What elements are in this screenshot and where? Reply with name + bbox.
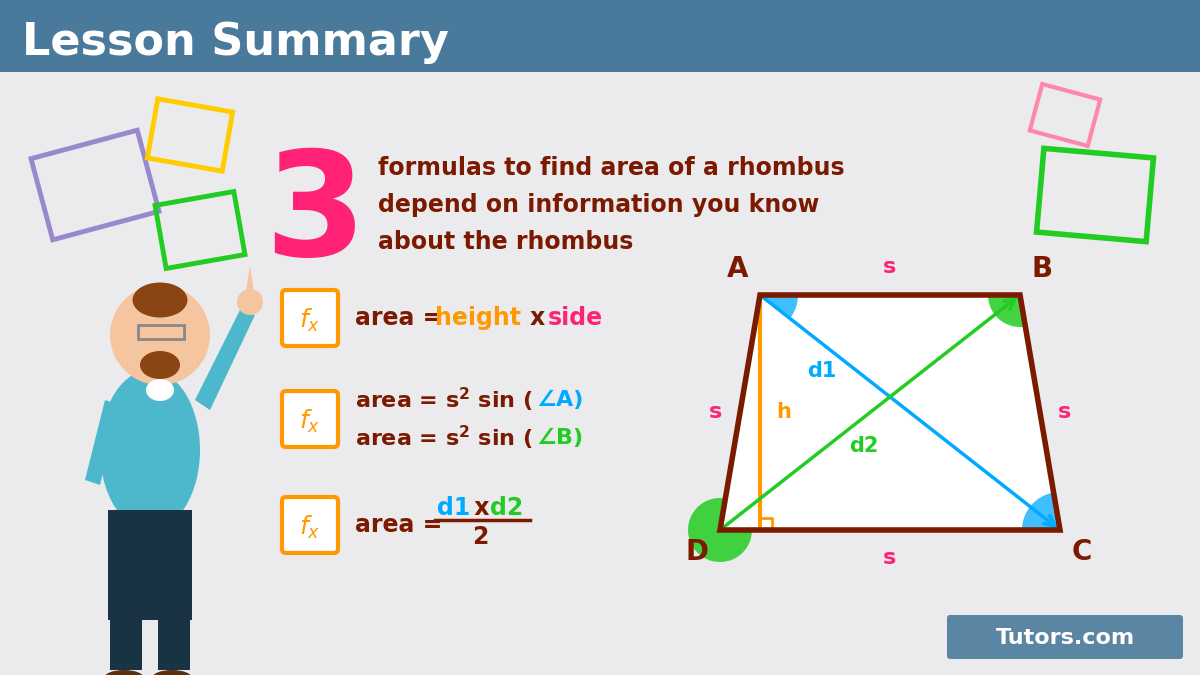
Bar	[108, 510, 192, 620]
Text: depend on information you know: depend on information you know	[378, 193, 820, 217]
Text: d1: d1	[808, 361, 836, 381]
Ellipse shape	[132, 283, 187, 317]
Text: $\mathit{f}_x$: $\mathit{f}_x$	[299, 408, 320, 435]
FancyBboxPatch shape	[282, 391, 338, 447]
Bar	[110, 600, 142, 670]
Text: s: s	[709, 402, 722, 423]
Bar	[138, 325, 184, 339]
Text: about the rhombus: about the rhombus	[378, 230, 634, 254]
Text: ∠B): ∠B)	[536, 428, 583, 448]
Text: 3: 3	[264, 144, 366, 286]
Text: s: s	[883, 548, 896, 568]
Text: d1: d1	[437, 496, 470, 520]
Ellipse shape	[104, 670, 144, 675]
Text: x: x	[466, 496, 498, 520]
Bar	[0, 0, 1200, 72]
Text: d2: d2	[490, 496, 523, 520]
Text: s: s	[883, 257, 896, 277]
Text: $\mathit{f}_x$: $\mathit{f}_x$	[299, 514, 320, 541]
Text: area =: area =	[355, 513, 451, 537]
Text: area = $\mathbf{s}^{\mathbf{2}}$ sin (: area = $\mathbf{s}^{\mathbf{2}}$ sin (	[355, 386, 533, 414]
Text: area =: area =	[355, 306, 451, 330]
Text: $\mathit{f}_x$: $\mathit{f}_x$	[299, 306, 320, 333]
FancyBboxPatch shape	[282, 497, 338, 553]
Text: A: A	[726, 255, 748, 283]
Circle shape	[238, 289, 263, 315]
Text: h: h	[776, 402, 791, 423]
Text: x: x	[530, 306, 545, 330]
Wedge shape	[988, 295, 1025, 327]
Text: d2: d2	[850, 436, 878, 456]
Circle shape	[110, 285, 210, 385]
Ellipse shape	[100, 370, 200, 530]
Text: Lesson Summary: Lesson Summary	[22, 20, 449, 63]
Text: B: B	[1032, 255, 1054, 283]
Ellipse shape	[146, 379, 174, 401]
Polygon shape	[85, 400, 120, 485]
Bar	[158, 600, 190, 670]
Wedge shape	[1022, 493, 1060, 530]
Wedge shape	[760, 295, 798, 319]
Text: area = $\mathbf{s}^{\mathbf{2}}$ sin (: area = $\mathbf{s}^{\mathbf{2}}$ sin (	[355, 424, 533, 452]
FancyBboxPatch shape	[947, 615, 1183, 659]
Text: ∠A): ∠A)	[536, 390, 583, 410]
FancyBboxPatch shape	[282, 290, 338, 346]
Text: s: s	[1058, 402, 1072, 423]
Text: D: D	[685, 538, 708, 566]
Text: formulas to find area of a rhombus: formulas to find area of a rhombus	[378, 156, 845, 180]
Text: C: C	[1072, 538, 1092, 566]
Polygon shape	[246, 265, 254, 292]
Text: Tutors.com: Tutors.com	[996, 628, 1134, 648]
Wedge shape	[688, 498, 752, 562]
Polygon shape	[720, 295, 1060, 530]
Ellipse shape	[140, 351, 180, 379]
Text: side: side	[548, 306, 604, 330]
Bar	[0, 72, 1200, 675]
Text: 2: 2	[472, 525, 488, 549]
Ellipse shape	[152, 670, 192, 675]
Text: height: height	[436, 306, 521, 330]
Polygon shape	[194, 310, 256, 410]
